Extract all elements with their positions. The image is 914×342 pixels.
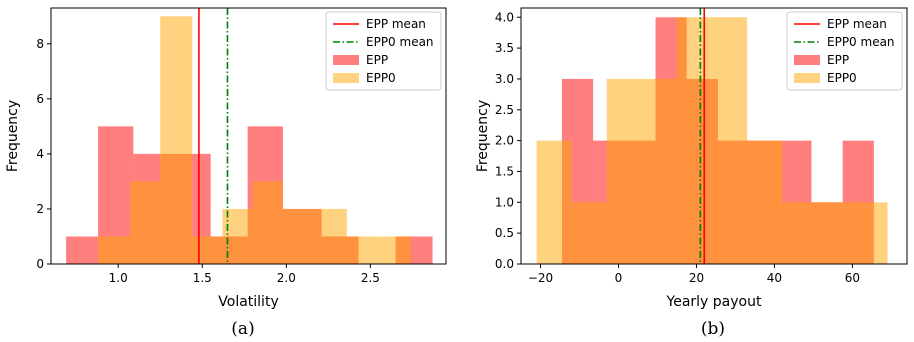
y-tick-label: 4 — [36, 147, 44, 161]
legend-swatch-patch — [333, 73, 359, 83]
bar-epp0 — [98, 236, 130, 264]
legend-label: EPP0 — [827, 71, 857, 85]
bar-epp0 — [160, 16, 192, 264]
bar-epp0 — [283, 209, 315, 264]
bar-epp0 — [347, 236, 379, 264]
x-tick-label: 40 — [767, 271, 782, 285]
legend-swatch-patch — [794, 73, 820, 83]
legend-label: EPP0 — [366, 71, 396, 85]
x-tick-label: 0 — [615, 271, 623, 285]
y-axis-label: Frequency — [5, 100, 21, 172]
y-tick-label: 2 — [36, 202, 44, 216]
y-tick-label: 2.0 — [495, 134, 514, 148]
y-tick-label: 6 — [36, 92, 44, 106]
bar-epp0 — [192, 236, 222, 264]
y-tick-label: 3.0 — [495, 72, 514, 86]
bar-epp0 — [130, 181, 160, 264]
bar-epp0 — [537, 141, 572, 264]
legend-label: EPP mean — [366, 17, 426, 31]
x-axis-label: Yearly payout — [666, 294, 762, 310]
bar-epp0 — [572, 202, 607, 264]
legend-label: EPP0 mean — [827, 35, 895, 49]
y-tick-label: 1.5 — [495, 164, 514, 178]
y-tick-label: 8 — [36, 37, 44, 51]
legend-label: EPP0 mean — [366, 35, 434, 49]
bar-epp0 — [677, 17, 712, 264]
bar-epp0 — [607, 79, 642, 264]
bar-epp0 — [379, 236, 411, 264]
bar-epp0 — [315, 209, 347, 264]
legend-label: EPP — [366, 53, 388, 67]
x-tick-label: −20 — [528, 271, 553, 285]
bar-epp0 — [817, 202, 852, 264]
x-axis-label: Volatility — [218, 294, 278, 310]
bar-epp0 — [253, 181, 283, 264]
legend: EPP mean EPP0 mean EPP EPP0 — [326, 12, 441, 90]
legend-swatch-patch — [794, 55, 820, 65]
y-tick-label: 0.5 — [495, 226, 514, 240]
legend-swatch-patch — [333, 55, 359, 65]
bar-epp0 — [747, 141, 782, 264]
x-tick-label: 60 — [845, 271, 860, 285]
x-tick-label: 1.5 — [193, 271, 212, 285]
panel-b: −20 0 20 40 60 0.0 0.5 1.0 1.5 2.0 2.5 3.0 3.5 4.0 Yea… — [475, 8, 907, 339]
legend-label: EPP — [827, 53, 849, 67]
bar-epp0 — [852, 202, 887, 264]
y-tick-label: 0 — [36, 257, 44, 271]
y-tick-label: 2.5 — [495, 103, 514, 117]
x-tick-label: 2.0 — [277, 271, 296, 285]
y-tick-label: 1.0 — [495, 195, 514, 209]
y-tick-label: 3.5 — [495, 41, 514, 55]
legend: EPP mean EPP0 mean EPP EPP0 — [787, 12, 902, 90]
bar-epp0 — [782, 202, 817, 264]
bar-epp — [66, 236, 98, 264]
panel-caption: (a) — [231, 319, 254, 339]
y-tick-label: 0.0 — [495, 257, 514, 271]
panel-a: 1.0 1.5 2.0 2.5 0 2 4 6 8 Volatility Frequency (a) E… — [5, 8, 446, 339]
panel-caption: (b) — [701, 319, 725, 339]
bar-epp0 — [642, 79, 677, 264]
x-tick-label: 2.5 — [361, 271, 380, 285]
x-tick-label: 1.0 — [109, 271, 128, 285]
bar-epp0 — [712, 17, 747, 264]
x-tick-label: 20 — [689, 271, 704, 285]
y-axis-label: Frequency — [475, 100, 491, 172]
y-tick-label: 4.0 — [495, 10, 514, 24]
legend-label: EPP mean — [827, 17, 887, 31]
